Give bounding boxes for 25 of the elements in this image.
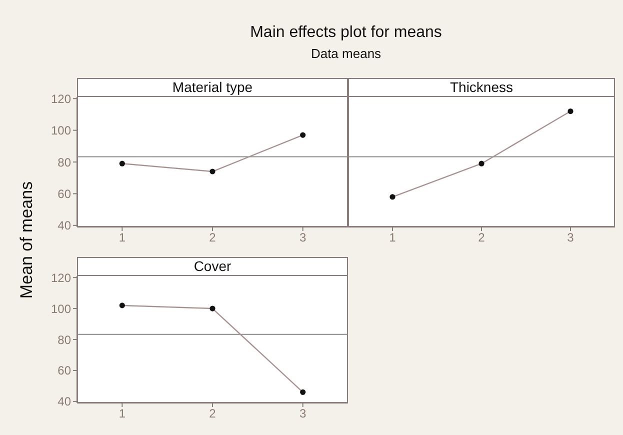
y-tick-label: 60 <box>58 186 72 201</box>
y-tick-label: 80 <box>58 155 72 170</box>
x-tick-label: 2 <box>478 230 486 245</box>
x-tick-label: 1 <box>389 230 396 245</box>
x-tick-label: 3 <box>299 406 306 421</box>
x-tick-label: 3 <box>299 230 306 245</box>
y-tick-label: 80 <box>58 332 72 347</box>
x-tick-label: 1 <box>118 230 126 245</box>
chart-subtitle: Data means <box>310 46 382 61</box>
x-tick-label: 2 <box>209 230 216 245</box>
y-tick-label: 120 <box>50 270 72 285</box>
x-tick-label: 1 <box>118 406 126 421</box>
text: Material type <box>77 78 348 97</box>
text: Thickness <box>348 78 615 97</box>
chart-title: Main effects plot for means <box>249 24 443 42</box>
x-tick-label: 2 <box>209 406 216 421</box>
x-tick-label: 3 <box>567 230 574 245</box>
y-tick-label: 40 <box>58 394 72 409</box>
y-axis-title: Mean of means <box>17 181 37 299</box>
y-tick-label: 120 <box>50 92 72 106</box>
y-tick-label: 40 <box>58 218 72 233</box>
text: Cover <box>77 257 348 276</box>
y-tick-label: 100 <box>50 302 72 316</box>
y-tick-label: 60 <box>58 364 72 378</box>
y-tick-label: 100 <box>50 124 72 138</box>
